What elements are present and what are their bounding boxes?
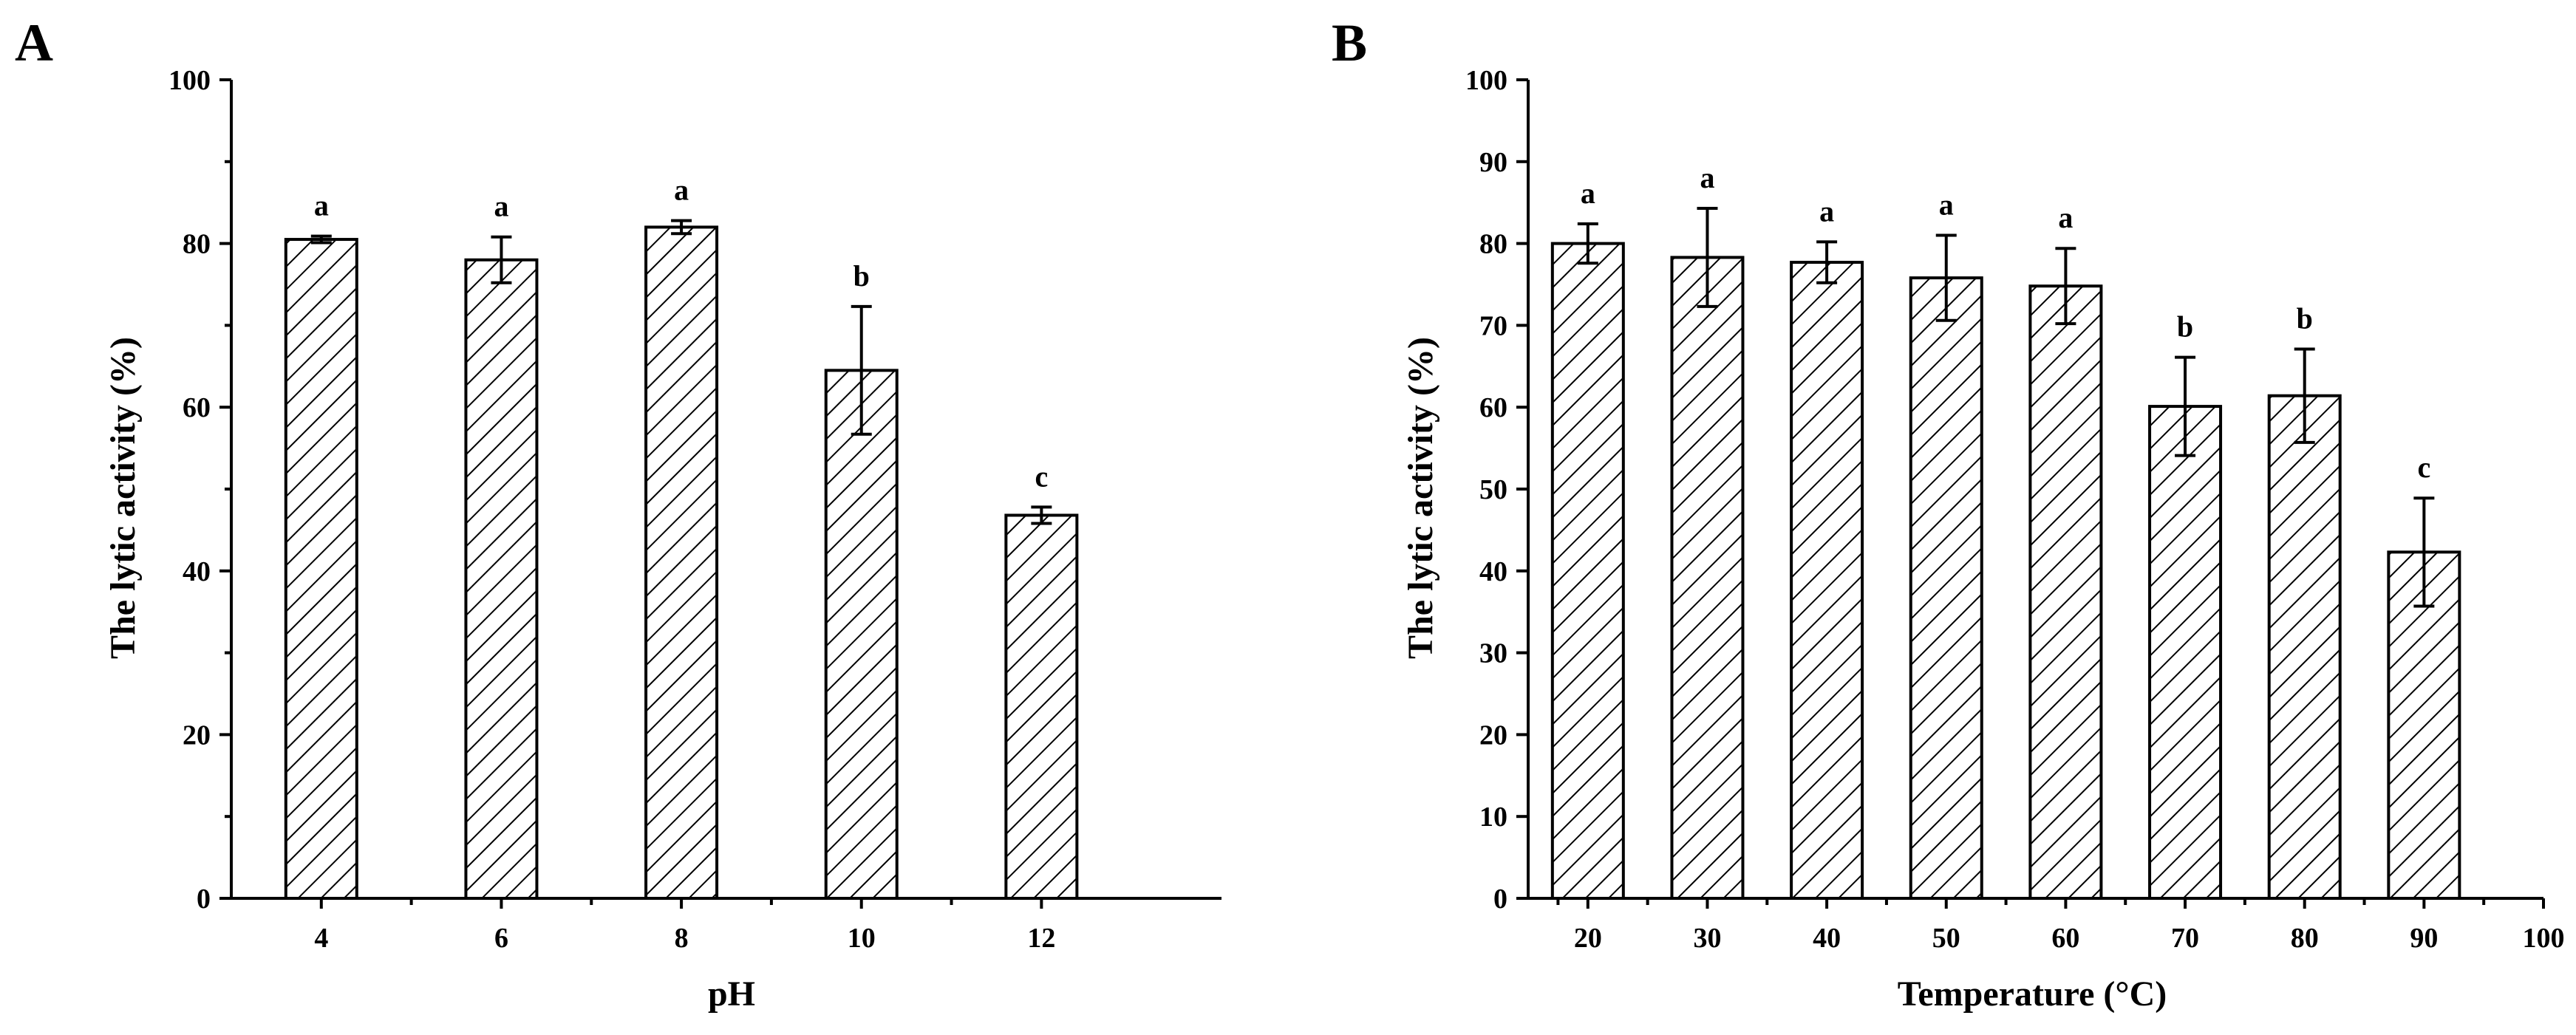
x-tick-label: 100	[2523, 923, 2565, 954]
y-tick-label: 100	[1465, 65, 1507, 96]
significance-label: a	[674, 174, 689, 207]
bar	[2387, 550, 2461, 900]
y-tick-label: 100	[168, 65, 211, 96]
x-tick-label: 40	[1813, 923, 1841, 954]
significance-label: a	[314, 189, 329, 222]
x-tick-label: 50	[1932, 923, 1960, 954]
y-tick-label: 90	[1479, 147, 1507, 178]
bar	[2267, 394, 2342, 900]
y-tick-label: 80	[1479, 229, 1507, 260]
x-axis-title-b: Temperature (°C)	[1898, 974, 2167, 1014]
y-tick-label: 40	[1479, 556, 1507, 587]
y-tick-label: 70	[1479, 310, 1507, 341]
bar	[2148, 405, 2223, 900]
significance-label: a	[1700, 161, 1714, 194]
panel-label-a: A	[15, 13, 53, 72]
x-tick-label: 90	[2410, 923, 2438, 954]
axes-a: 0 20 40 60 80 100 4 6 8 10 12	[168, 65, 1221, 954]
bar	[1790, 261, 1864, 901]
chart-panel-a: A 0 20 40 60 80 100 4 6 8 10 12 a a a b c The lytic ac…	[15, 13, 1221, 1014]
bar	[1550, 242, 1625, 901]
panel-label-b: B	[1332, 13, 1367, 72]
bar	[464, 258, 539, 900]
significance-label: a	[494, 190, 508, 223]
y-tick-label: 20	[1479, 720, 1507, 751]
bars-b: a a a a a b b c	[1550, 161, 2461, 901]
x-tick-label: 4	[314, 923, 328, 954]
bar	[824, 369, 899, 900]
y-tick-label: 30	[1479, 638, 1507, 669]
x-tick-label: 70	[2171, 923, 2199, 954]
significance-label: b	[2177, 310, 2193, 344]
x-tick-label: 12	[1027, 923, 1055, 954]
y-tick-label: 60	[183, 392, 211, 423]
y-tick-label: 10	[1479, 802, 1507, 833]
x-tick-label: 60	[2051, 923, 2079, 954]
bar	[1909, 276, 1983, 900]
y-tick-label: 60	[1479, 392, 1507, 423]
y-tick-label: 0	[197, 884, 211, 915]
x-tick-label: 20	[1574, 923, 1602, 954]
bar	[284, 238, 358, 900]
significance-label: a	[1581, 177, 1595, 210]
significance-label: c	[2417, 451, 2430, 484]
x-axis-title-a: pH	[708, 974, 755, 1014]
x-tick-label: 30	[1693, 923, 1721, 954]
y-tick-label: 50	[1479, 474, 1507, 505]
significance-label: a	[2058, 201, 2073, 234]
bar	[644, 225, 719, 900]
y-axis-title-a: The lytic activity (%)	[103, 337, 143, 659]
significance-label: b	[853, 259, 870, 293]
bar	[1004, 513, 1079, 900]
significance-label: c	[1035, 460, 1048, 493]
y-tick-label: 0	[1493, 884, 1507, 915]
significance-label: a	[1819, 194, 1834, 228]
x-tick-label: 6	[494, 923, 508, 954]
y-axis-title-b: The lytic activity (%)	[1401, 337, 1440, 659]
x-tick-label: 80	[2291, 923, 2319, 954]
x-tick-label: 10	[848, 923, 876, 954]
significance-label: a	[1939, 188, 1954, 222]
axes-b: 0 10 20 30 40 50 60 70 80 90 100 20 30 40 50 60 70 80 90 10…	[1465, 65, 2565, 954]
bars-a: a a a b c	[284, 174, 1079, 900]
significance-label: b	[2297, 302, 2313, 335]
y-tick-label: 80	[183, 229, 211, 260]
chart-panel-b: B 0 10 20 30 40 50 60 70 80 90 100 20 30 40 50 60 70 80 90…	[1332, 13, 2565, 1014]
y-tick-label: 40	[183, 556, 211, 587]
y-tick-label: 20	[183, 720, 211, 751]
bar	[1670, 256, 1745, 901]
bar	[2028, 284, 2103, 900]
x-tick-label: 8	[675, 923, 689, 954]
